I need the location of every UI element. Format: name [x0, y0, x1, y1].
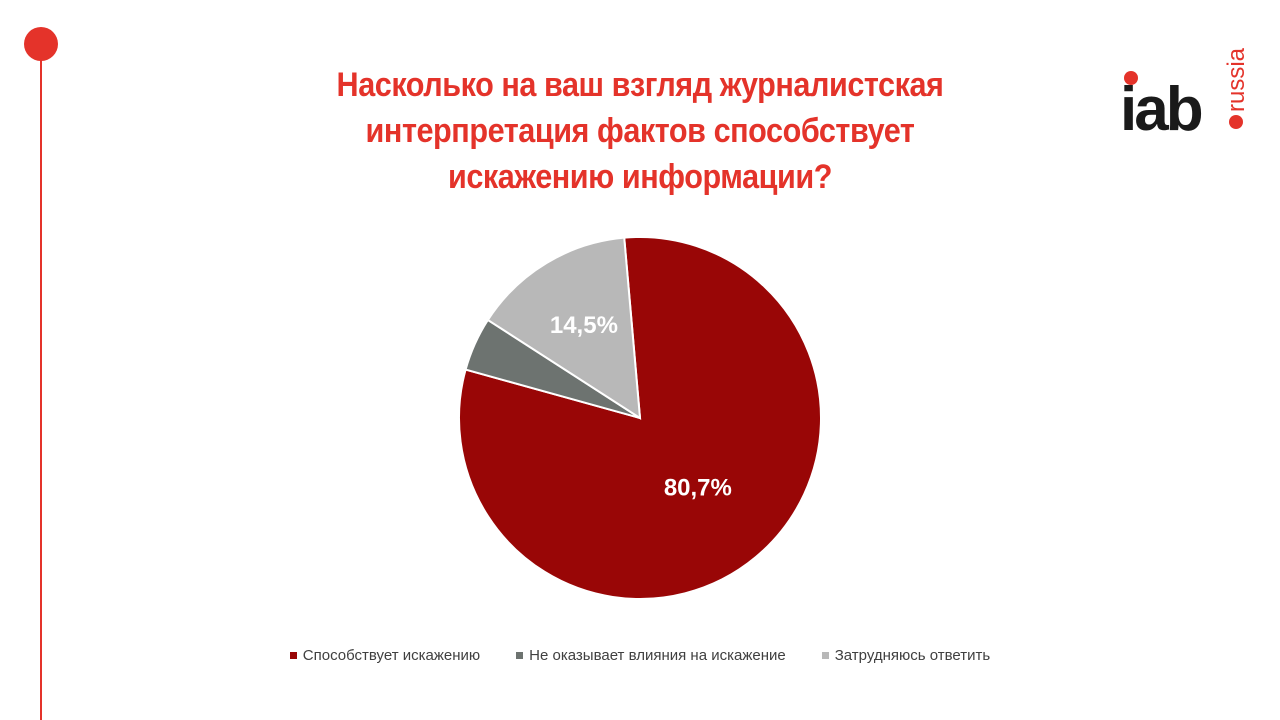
legend-label: Способствует искажению	[302, 647, 481, 664]
pie-slice-hard-to-say	[486, 236, 642, 420]
legend-item-no-influence: Не оказывает влияния на искажение	[516, 647, 786, 664]
chart-legend: Способствует искажению Не оказывает влиян…	[0, 647, 1280, 664]
accent-dot	[24, 27, 58, 61]
title-line-2: интерпретация фактов способствует	[365, 112, 915, 150]
logo-sub-text: russia	[1223, 47, 1250, 112]
chart-title: Насколько на ваш взгляд журналистская ин…	[280, 62, 1000, 200]
legend-swatch	[821, 652, 829, 659]
title-line-1: Насколько на ваш взгляд журналистская	[336, 66, 944, 104]
title-line-3: искажению информации?	[448, 158, 832, 196]
accent-line	[40, 50, 42, 720]
legend-label: Не оказывает влияния на искажение	[529, 647, 786, 664]
data-label-hard-to-say: 14,5%	[550, 312, 618, 339]
legend-swatch	[516, 652, 524, 659]
logo-russia-dot	[1229, 115, 1243, 129]
pie-slices	[458, 236, 822, 600]
legend-swatch	[289, 652, 297, 659]
data-label-contributes: 80,7%	[664, 475, 732, 502]
iab-russia-logo: iab russia	[1120, 47, 1250, 140]
logo-wordmark: iab russia	[1120, 47, 1250, 140]
pie-data-labels: 80,7% 14,5%	[550, 312, 732, 502]
legend-item-contributes: Способствует искажению	[289, 647, 481, 664]
logo-main-text: iab	[1120, 75, 1202, 140]
legend-item-hard-to-say: Затрудняюсь ответить	[821, 647, 991, 664]
legend-label: Затрудняюсь ответить	[834, 647, 991, 664]
logo-i-dot	[1124, 71, 1138, 85]
